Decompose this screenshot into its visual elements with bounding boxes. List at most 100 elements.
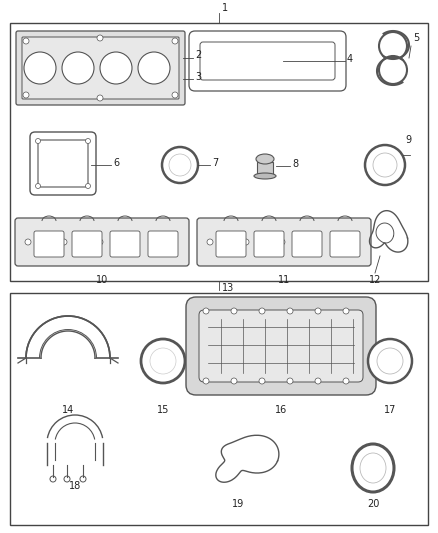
Circle shape xyxy=(315,239,321,245)
Text: 12: 12 xyxy=(369,275,381,285)
Circle shape xyxy=(25,239,31,245)
FancyBboxPatch shape xyxy=(110,231,140,257)
Text: 14: 14 xyxy=(62,405,74,415)
FancyBboxPatch shape xyxy=(148,231,178,257)
Circle shape xyxy=(141,339,185,383)
FancyBboxPatch shape xyxy=(330,231,360,257)
Text: 18: 18 xyxy=(69,481,81,491)
Circle shape xyxy=(133,239,139,245)
Circle shape xyxy=(85,183,91,189)
Ellipse shape xyxy=(352,444,394,492)
FancyBboxPatch shape xyxy=(16,31,185,105)
Circle shape xyxy=(172,38,178,44)
Circle shape xyxy=(287,308,293,314)
Circle shape xyxy=(379,32,407,60)
FancyBboxPatch shape xyxy=(189,31,346,91)
Circle shape xyxy=(259,308,265,314)
FancyBboxPatch shape xyxy=(72,231,102,257)
Circle shape xyxy=(351,239,357,245)
FancyBboxPatch shape xyxy=(30,132,96,195)
Circle shape xyxy=(172,92,178,98)
Text: 16: 16 xyxy=(275,405,287,415)
FancyBboxPatch shape xyxy=(292,231,322,257)
FancyBboxPatch shape xyxy=(14,312,122,370)
Circle shape xyxy=(343,308,349,314)
Bar xyxy=(10,293,428,525)
FancyBboxPatch shape xyxy=(197,218,371,266)
Bar xyxy=(257,162,273,176)
Circle shape xyxy=(373,153,397,177)
Text: 3: 3 xyxy=(195,71,201,82)
Circle shape xyxy=(150,348,176,374)
Text: 20: 20 xyxy=(367,499,379,509)
Bar xyxy=(112,233,138,255)
Circle shape xyxy=(97,35,103,41)
Text: 11: 11 xyxy=(278,275,290,285)
FancyBboxPatch shape xyxy=(38,140,88,187)
Text: 9: 9 xyxy=(405,135,411,145)
Circle shape xyxy=(24,52,56,84)
Ellipse shape xyxy=(360,453,386,483)
Text: 17: 17 xyxy=(384,405,396,415)
Circle shape xyxy=(365,145,405,185)
Circle shape xyxy=(379,56,407,84)
Circle shape xyxy=(207,239,213,245)
Text: 19: 19 xyxy=(232,499,244,509)
Circle shape xyxy=(287,378,293,384)
FancyBboxPatch shape xyxy=(200,42,335,80)
Bar xyxy=(150,233,176,255)
Ellipse shape xyxy=(256,154,274,164)
Circle shape xyxy=(315,308,321,314)
Circle shape xyxy=(203,378,209,384)
Circle shape xyxy=(62,52,94,84)
Circle shape xyxy=(203,308,209,314)
Text: 10: 10 xyxy=(96,275,108,285)
Circle shape xyxy=(169,239,175,245)
Text: 15: 15 xyxy=(157,405,169,415)
Bar xyxy=(36,233,62,255)
FancyBboxPatch shape xyxy=(199,310,363,382)
Circle shape xyxy=(97,239,103,245)
Text: 5: 5 xyxy=(413,33,419,43)
Circle shape xyxy=(85,139,91,143)
Circle shape xyxy=(162,147,198,183)
Ellipse shape xyxy=(254,173,276,179)
Circle shape xyxy=(231,378,237,384)
FancyBboxPatch shape xyxy=(186,297,376,395)
Circle shape xyxy=(35,183,40,189)
Circle shape xyxy=(23,92,29,98)
Text: 13: 13 xyxy=(222,283,234,293)
Text: 8: 8 xyxy=(292,159,298,169)
Circle shape xyxy=(343,378,349,384)
Circle shape xyxy=(50,476,56,482)
Polygon shape xyxy=(41,331,95,358)
Circle shape xyxy=(80,476,86,482)
FancyBboxPatch shape xyxy=(15,218,189,266)
Circle shape xyxy=(138,52,170,84)
Text: 4: 4 xyxy=(347,54,353,64)
Circle shape xyxy=(23,38,29,44)
Bar xyxy=(10,23,428,281)
Circle shape xyxy=(377,348,403,374)
Circle shape xyxy=(279,239,285,245)
FancyBboxPatch shape xyxy=(254,231,284,257)
FancyBboxPatch shape xyxy=(34,231,64,257)
Circle shape xyxy=(259,378,265,384)
Circle shape xyxy=(169,154,191,176)
Circle shape xyxy=(315,378,321,384)
Circle shape xyxy=(97,95,103,101)
FancyBboxPatch shape xyxy=(216,231,246,257)
Circle shape xyxy=(64,476,70,482)
Circle shape xyxy=(61,239,67,245)
Circle shape xyxy=(100,52,132,84)
Bar xyxy=(74,233,100,255)
Text: 6: 6 xyxy=(113,158,119,168)
Circle shape xyxy=(243,239,249,245)
Circle shape xyxy=(368,339,412,383)
Text: 2: 2 xyxy=(195,51,201,61)
Circle shape xyxy=(231,308,237,314)
Circle shape xyxy=(35,139,40,143)
FancyBboxPatch shape xyxy=(22,37,179,99)
Text: 1: 1 xyxy=(222,3,228,13)
Text: 7: 7 xyxy=(212,158,218,168)
